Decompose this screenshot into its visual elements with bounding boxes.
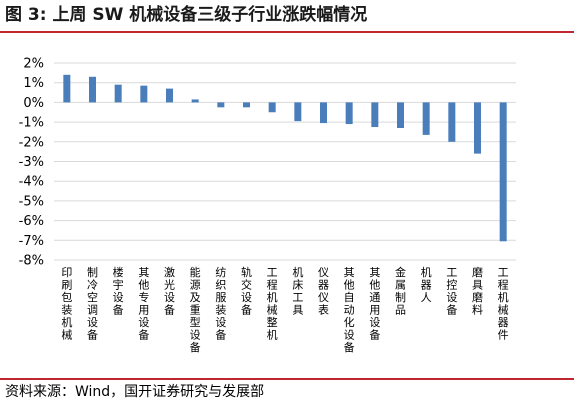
- bar: [371, 102, 379, 128]
- y-tick-label: -1%: [19, 116, 44, 131]
- source-divider: [0, 378, 574, 380]
- category-label: 工控设备: [446, 266, 457, 317]
- bar: [345, 102, 353, 125]
- bar: [268, 102, 276, 113]
- category-labels: 印刷包装机械 制冷空调设备 楼宇设备 其他专用设备 激光设备 能源及重型设备 纺织服装设备 轨…: [61, 265, 508, 354]
- bar: [243, 102, 250, 108]
- y-tick-label: -3%: [19, 155, 44, 170]
- category-label: 印刷包装机械: [61, 266, 72, 342]
- category-label: 其他专用设备: [138, 266, 149, 342]
- gridlines: [54, 62, 516, 261]
- category-label: 磨具磨料: [472, 266, 483, 317]
- bar: [140, 85, 148, 103]
- y-tick-label: -5%: [19, 194, 44, 209]
- chart-title: 图 3: 上周 SW 机械设备三级子行业涨跌幅情况: [5, 5, 368, 25]
- category-label: 楼宇设备: [113, 265, 124, 317]
- source-note: 资料来源：Wind，国开证券研究与发展部: [5, 384, 265, 400]
- category-label: 机床工具: [292, 265, 303, 317]
- bars: [63, 74, 507, 242]
- category-label: 其他通用设备: [369, 266, 380, 342]
- category-label: 激光设备: [164, 265, 175, 317]
- category-label: 纺织服装设备: [215, 265, 226, 342]
- bar: [63, 74, 71, 103]
- bar: [217, 102, 225, 108]
- category-label: 金属制品: [395, 265, 406, 317]
- y-tick-label: -7%: [19, 234, 44, 249]
- bar: [320, 102, 327, 124]
- category-label: 仪器仪表: [318, 266, 329, 317]
- bar: [422, 102, 430, 135]
- bar: [499, 102, 507, 242]
- bar-chart: 2% 1% 0% -1% -2% -3% -4% -5% -6% -7% -8% 印刷包装机械 制冷空…: [19, 57, 516, 354]
- y-tick-label: 1%: [23, 76, 44, 91]
- bar: [166, 88, 173, 103]
- y-tick-label: 2%: [23, 57, 44, 72]
- category-label: 机器人: [421, 265, 432, 304]
- y-tick-label: -4%: [19, 175, 44, 190]
- bar: [448, 102, 456, 142]
- bar: [294, 102, 302, 122]
- bar: [114, 84, 122, 103]
- category-label: 轨交设备: [241, 265, 252, 317]
- y-tick-label: 0%: [23, 96, 44, 111]
- bar: [474, 102, 481, 154]
- bar: [397, 102, 404, 129]
- y-tick-label: -8%: [19, 254, 44, 269]
- title-divider: [0, 31, 574, 33]
- category-label: 能源及重型设备: [190, 265, 201, 354]
- y-tick-label: -6%: [19, 214, 44, 229]
- category-label: 其他自动化设备: [344, 266, 355, 354]
- bar: [89, 76, 96, 103]
- category-label: 工程机械整机: [267, 266, 278, 342]
- category-label: 制冷空调设备: [87, 266, 98, 342]
- y-axis-ticks: 2% 1% 0% -1% -2% -3% -4% -5% -6% -7% -8%: [19, 57, 44, 269]
- y-tick-label: -2%: [19, 135, 44, 150]
- category-label: 工程机械器件: [498, 266, 509, 342]
- bar: [191, 99, 199, 103]
